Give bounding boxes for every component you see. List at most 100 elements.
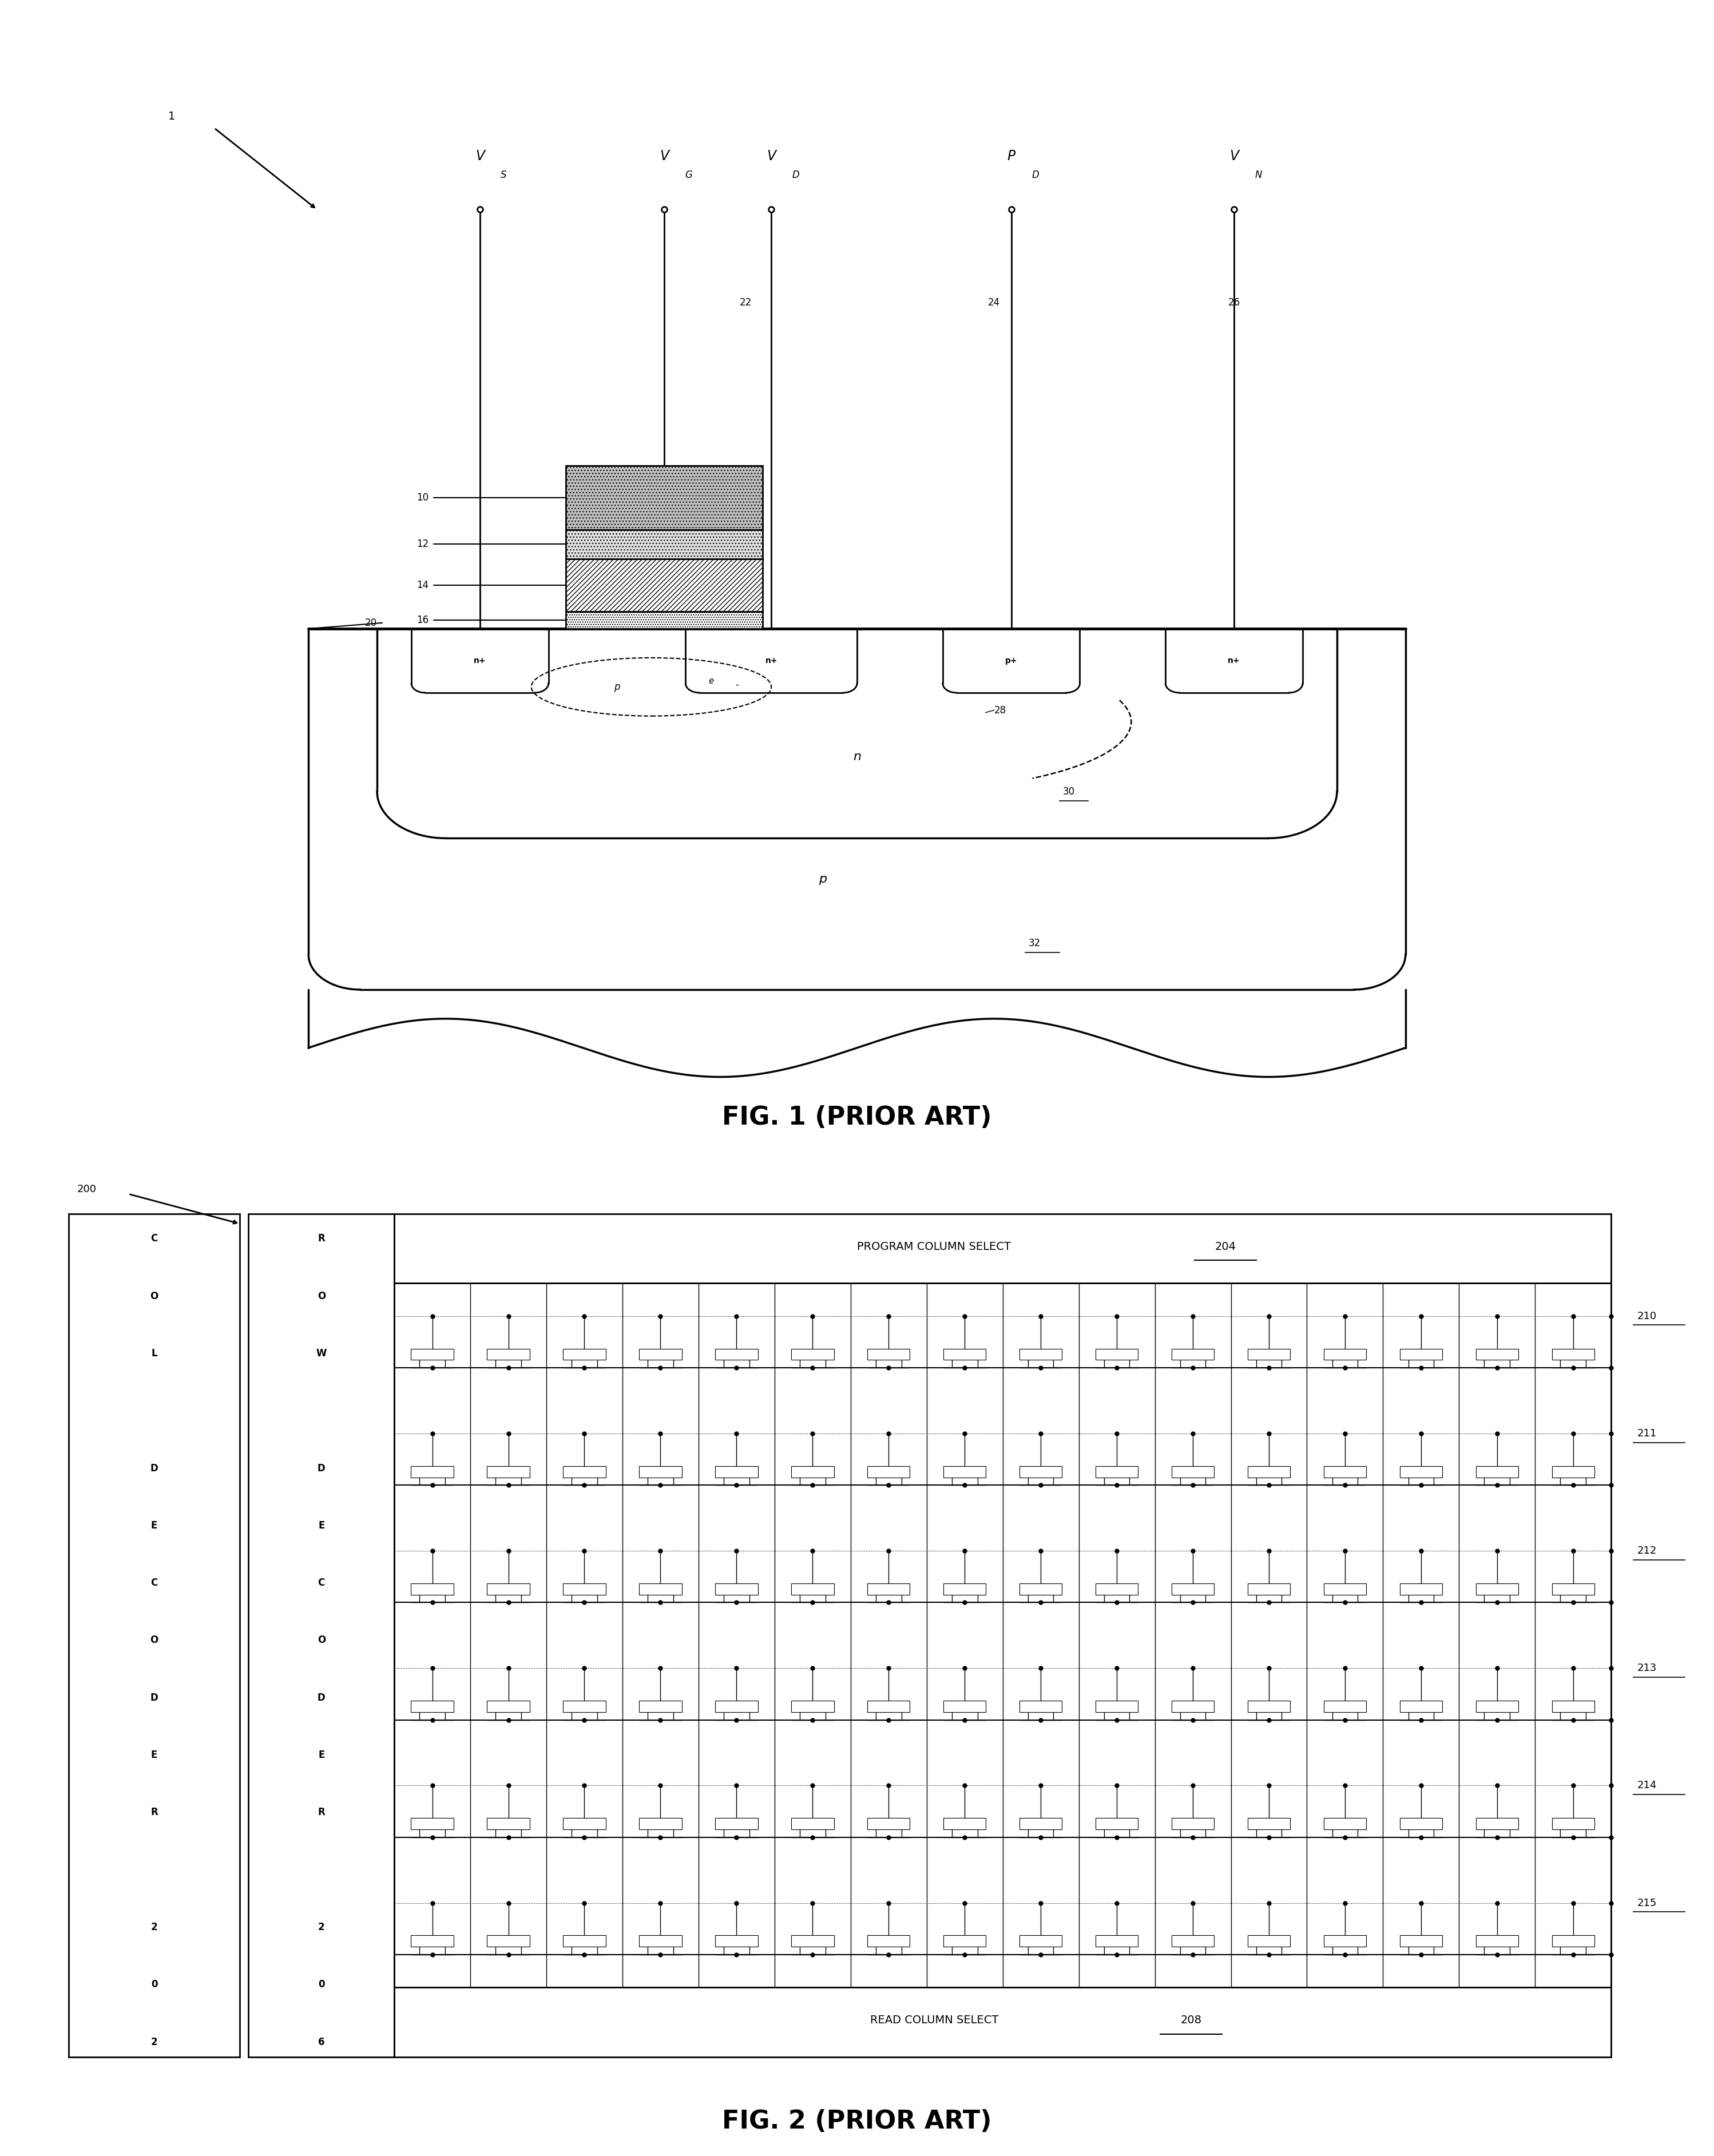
- Text: 212: 212: [1637, 1546, 1656, 1557]
- Bar: [1323, 1701, 1366, 1712]
- Text: p+: p+: [1004, 658, 1018, 664]
- Bar: [943, 1701, 986, 1712]
- Text: 1: 1: [168, 110, 175, 123]
- Bar: [792, 1466, 833, 1477]
- Bar: [715, 1466, 758, 1477]
- Bar: [1323, 1936, 1366, 1947]
- Bar: [867, 1350, 910, 1360]
- Bar: [1095, 1583, 1138, 1595]
- Bar: [1476, 1583, 1519, 1595]
- Bar: [1248, 1583, 1291, 1595]
- Text: 208: 208: [1181, 2014, 1202, 2027]
- Bar: [564, 1936, 605, 1947]
- Text: 215: 215: [1637, 1897, 1656, 1908]
- Text: n+: n+: [764, 658, 778, 664]
- Text: S: S: [500, 170, 507, 181]
- Bar: [1020, 1818, 1063, 1830]
- Bar: [411, 1936, 454, 1947]
- Text: p: p: [614, 681, 620, 692]
- Text: p: p: [819, 873, 826, 884]
- Bar: [487, 1818, 530, 1830]
- Text: 24: 24: [987, 298, 1001, 308]
- Bar: [564, 1818, 605, 1830]
- Text: O: O: [151, 1291, 158, 1302]
- Bar: [943, 1936, 986, 1947]
- Bar: [943, 1466, 986, 1477]
- Bar: [394, 1988, 1611, 2057]
- Text: 2: 2: [151, 2037, 158, 2046]
- Bar: [1172, 1701, 1214, 1712]
- Text: V: V: [766, 149, 776, 164]
- Text: FIG. 1 (PRIOR ART): FIG. 1 (PRIOR ART): [722, 1106, 992, 1130]
- Bar: [1248, 1936, 1291, 1947]
- Bar: [1551, 1936, 1594, 1947]
- Text: 26: 26: [1227, 298, 1241, 308]
- Bar: [411, 1583, 454, 1595]
- Bar: [639, 1701, 682, 1712]
- Text: G: G: [686, 170, 692, 181]
- Text: e: e: [708, 677, 715, 686]
- Text: R: R: [317, 1807, 326, 1818]
- Bar: [1020, 1466, 1063, 1477]
- Text: 30: 30: [1063, 787, 1075, 798]
- Bar: [1172, 1466, 1214, 1477]
- Text: C: C: [317, 1578, 326, 1589]
- Text: D: D: [317, 1464, 326, 1473]
- Text: V: V: [660, 149, 668, 164]
- Bar: [566, 466, 763, 530]
- Bar: [411, 1818, 454, 1830]
- Bar: [715, 1583, 758, 1595]
- Bar: [1400, 1350, 1441, 1360]
- Text: n+: n+: [1227, 658, 1241, 664]
- Bar: [394, 1283, 1611, 1988]
- Bar: [566, 530, 763, 558]
- Bar: [1400, 1818, 1441, 1830]
- Bar: [249, 1214, 394, 2057]
- Text: FIG. 2 (PRIOR ART): FIG. 2 (PRIOR ART): [722, 2109, 992, 2134]
- Bar: [1323, 1583, 1366, 1595]
- Bar: [1323, 1818, 1366, 1830]
- Bar: [1476, 1818, 1519, 1830]
- Text: E: E: [319, 1520, 324, 1531]
- Text: N: N: [1255, 170, 1262, 181]
- Text: D: D: [317, 1692, 326, 1703]
- Bar: [792, 1350, 833, 1360]
- Text: 22: 22: [739, 298, 752, 308]
- Bar: [566, 558, 763, 612]
- Bar: [1476, 1466, 1519, 1477]
- Bar: [1476, 1350, 1519, 1360]
- Bar: [69, 1214, 240, 2057]
- Text: O: O: [151, 1634, 158, 1645]
- Text: -: -: [735, 679, 739, 690]
- Bar: [792, 1936, 833, 1947]
- Bar: [639, 1350, 682, 1360]
- Bar: [715, 1701, 758, 1712]
- Bar: [1095, 1936, 1138, 1947]
- Bar: [411, 1701, 454, 1712]
- Bar: [1248, 1818, 1291, 1830]
- Text: O: O: [317, 1291, 326, 1302]
- Text: 6: 6: [319, 2037, 324, 2046]
- Bar: [639, 1936, 682, 1947]
- Text: L: L: [151, 1348, 158, 1358]
- Text: 211: 211: [1637, 1427, 1656, 1438]
- Bar: [1020, 1701, 1063, 1712]
- Text: n+: n+: [473, 658, 487, 664]
- Text: 32: 32: [1028, 938, 1040, 949]
- Bar: [867, 1936, 910, 1947]
- Text: 16: 16: [417, 614, 428, 625]
- Text: PROGRAM COLUMN SELECT: PROGRAM COLUMN SELECT: [857, 1242, 1011, 1253]
- Bar: [1551, 1466, 1594, 1477]
- Text: 200: 200: [77, 1184, 96, 1194]
- Bar: [943, 1350, 986, 1360]
- Bar: [487, 1701, 530, 1712]
- Text: READ COLUMN SELECT: READ COLUMN SELECT: [871, 2014, 998, 2027]
- Bar: [1095, 1701, 1138, 1712]
- Text: C: C: [151, 1578, 158, 1589]
- Bar: [1095, 1466, 1138, 1477]
- Text: R: R: [151, 1807, 158, 1818]
- Bar: [1323, 1466, 1366, 1477]
- Text: D: D: [151, 1692, 158, 1703]
- Bar: [639, 1583, 682, 1595]
- Bar: [1248, 1350, 1291, 1360]
